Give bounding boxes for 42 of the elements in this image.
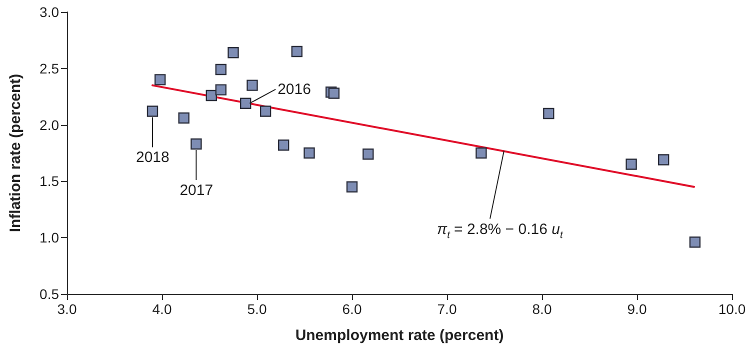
x-tick-label: 7.0 bbox=[437, 301, 457, 317]
point bbox=[206, 90, 217, 102]
annotation: 2018 bbox=[136, 149, 170, 166]
x-tick-label: 4.0 bbox=[152, 301, 172, 317]
x-tick-label: 9.0 bbox=[627, 301, 647, 317]
x-tick-label: 10.0 bbox=[718, 301, 746, 317]
point bbox=[328, 88, 340, 99]
point bbox=[246, 80, 258, 91]
point bbox=[476, 147, 487, 159]
point bbox=[228, 47, 239, 58]
point bbox=[689, 236, 701, 248]
y-tick-label: 0.5 bbox=[40, 286, 60, 302]
y-tick-label: 2.5 bbox=[40, 60, 60, 76]
point bbox=[304, 147, 315, 159]
x-axis-title: Unemployment rate (percent) bbox=[295, 327, 504, 344]
point bbox=[260, 106, 272, 117]
point bbox=[154, 74, 166, 86]
x-tick-label: 6.0 bbox=[342, 301, 362, 317]
point bbox=[190, 138, 202, 150]
y-tick-label: 3.0 bbox=[40, 4, 60, 20]
annotation: 2017 bbox=[180, 182, 214, 199]
y-tick-label: 2.0 bbox=[40, 116, 60, 133]
point bbox=[626, 158, 637, 170]
y-axis-title: Inflation rate (percent) bbox=[7, 74, 24, 232]
point bbox=[658, 154, 670, 166]
point bbox=[240, 98, 252, 109]
x-tick-label: 3.0 bbox=[57, 301, 77, 317]
annotation: 2016 bbox=[278, 80, 311, 98]
x-tick-label: 8.0 bbox=[532, 301, 552, 317]
y-tick-label: 1.5 bbox=[40, 173, 60, 190]
point bbox=[291, 46, 302, 58]
point bbox=[346, 181, 358, 192]
y-tick-label: 1.0 bbox=[40, 230, 60, 246]
point bbox=[215, 64, 226, 76]
point bbox=[278, 140, 290, 151]
point bbox=[146, 106, 158, 117]
annotation: π$_{t}$ = 2.8% − 0.16 u$_{t}$ bbox=[437, 220, 563, 241]
point bbox=[362, 148, 374, 160]
x-tick-label: 5.0 bbox=[247, 301, 267, 317]
point bbox=[543, 108, 554, 120]
point bbox=[215, 84, 226, 96]
point bbox=[178, 112, 190, 124]
